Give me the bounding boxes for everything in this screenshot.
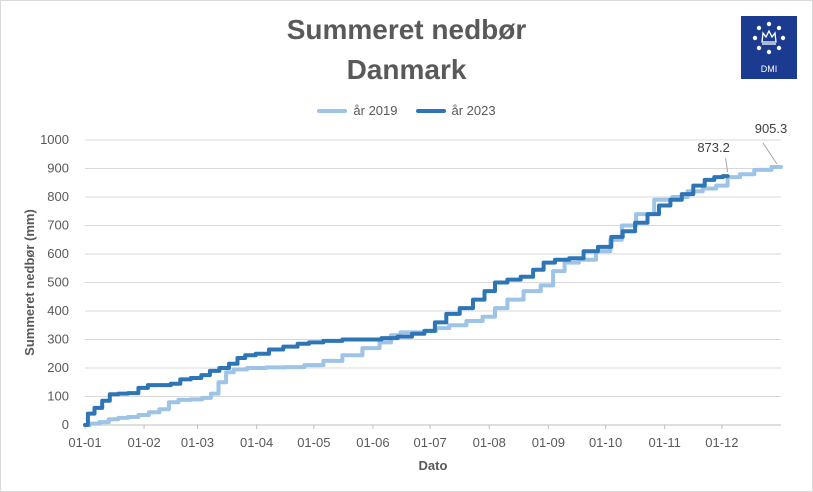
y-tick-label: 400 [47, 303, 69, 318]
y-tick-label: 700 [47, 218, 69, 233]
x-tick-label: 01-04 [240, 435, 273, 450]
legend-item-2019: år 2019 [317, 103, 398, 118]
series-line-2019 [83, 165, 783, 427]
y-tick-label: 800 [47, 189, 69, 204]
chart-legend: år 2019 år 2023 [0, 103, 813, 118]
dmi-logo: DMI [741, 16, 797, 79]
x-tick-label: 01-01 [68, 435, 101, 450]
legend-item-2023: år 2023 [415, 103, 496, 118]
annotation-leader-2023 [725, 158, 729, 173]
x-tick-label: 01-03 [181, 435, 214, 450]
y-axis-label: Summeret nedbør (mm) [22, 209, 37, 356]
y-tick-label: 200 [47, 360, 69, 375]
chart-title: Summeret nedbør [286, 14, 527, 45]
x-tick-label: 01-05 [297, 435, 330, 450]
x-axis-label: Dato [419, 458, 448, 473]
annotation-2023-total: 873.2 [697, 140, 730, 155]
x-tick-label: 01-11 [649, 435, 681, 450]
x-tick-label: 01-08 [473, 435, 506, 450]
x-tick-label: 01-12 [705, 435, 738, 450]
y-tick-label: 500 [47, 275, 69, 290]
y-tick-label: 1000 [40, 132, 69, 147]
y-tick-label: 600 [47, 246, 69, 261]
legend-swatch-2019 [317, 108, 348, 113]
legend-label-2023: år 2023 [451, 103, 496, 118]
y-tick-label: 100 [47, 389, 69, 404]
y-tick-label: 0 [62, 417, 69, 432]
y-tick-label: 300 [47, 332, 69, 347]
y-tick-label: 900 [47, 161, 69, 176]
series-line-2023 [83, 174, 730, 427]
annotation-2019-total: 905.3 [755, 121, 788, 136]
x-tick-label: 01-02 [127, 435, 160, 450]
chart-subtitle: Danmark [346, 54, 467, 85]
crown-emblem-icon [752, 21, 786, 55]
x-tick-label: 01-06 [356, 435, 389, 450]
legend-swatch-2023 [415, 108, 446, 113]
x-tick-label: 01-10 [589, 435, 622, 450]
x-tick-label: 01-09 [532, 435, 565, 450]
legend-label-2019: år 2019 [353, 103, 398, 118]
x-tick-label: 01-07 [414, 435, 447, 450]
annotation-leader-2019 [762, 142, 778, 165]
